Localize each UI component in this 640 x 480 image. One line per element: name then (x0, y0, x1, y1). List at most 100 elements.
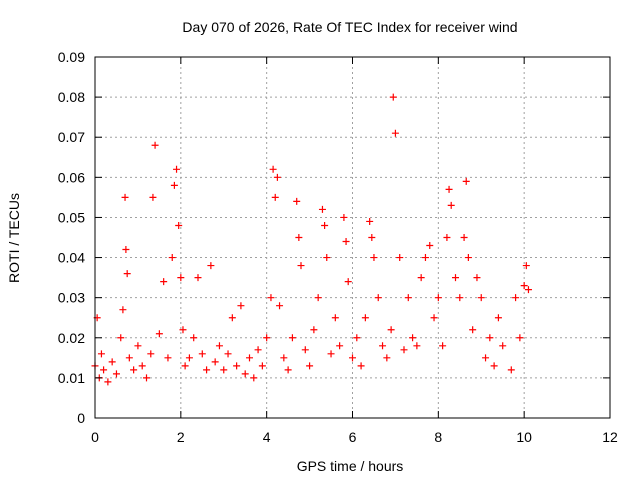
data-point (344, 278, 352, 286)
data-point (207, 262, 215, 270)
data-point (464, 254, 472, 262)
data-point (310, 326, 318, 334)
data-point (413, 342, 421, 350)
data-point (125, 354, 133, 362)
y-axis-title: ROTI / TECUs (6, 193, 22, 283)
data-point (404, 294, 412, 302)
x-tick-label: 4 (263, 429, 271, 445)
data-point (445, 185, 453, 193)
data-point (366, 217, 374, 225)
y-tick-label: 0 (77, 410, 85, 426)
data-point (271, 193, 279, 201)
data-point (100, 366, 108, 374)
data-point (379, 342, 387, 350)
data-point (284, 366, 292, 374)
data-point (321, 221, 329, 229)
data-point (273, 173, 281, 181)
data-point (462, 177, 470, 185)
data-point (318, 205, 326, 213)
data-point (104, 378, 112, 386)
data-point (426, 242, 434, 250)
data-point (179, 326, 187, 334)
data-point (520, 282, 528, 290)
data-point (263, 334, 271, 342)
y-tick-label: 0.03 (58, 290, 85, 306)
data-point (327, 350, 335, 358)
data-point (224, 350, 232, 358)
data-point (522, 262, 530, 270)
data-point (524, 286, 532, 294)
y-tick-label: 0.09 (58, 49, 85, 65)
data-point (349, 354, 356, 362)
data-point (175, 221, 183, 229)
data-point (168, 254, 176, 262)
data-point (173, 165, 181, 173)
data-point (391, 129, 399, 137)
data-point (340, 213, 348, 221)
data-point (469, 326, 477, 334)
data-point (314, 294, 322, 302)
y-tick-label: 0.06 (58, 169, 85, 185)
data-point (194, 274, 202, 282)
y-tick-label: 0.08 (58, 89, 85, 105)
data-point (203, 366, 211, 374)
data-point (331, 314, 339, 322)
data-point (123, 270, 131, 278)
data-point (477, 294, 485, 302)
data-point (447, 201, 455, 209)
data-point (280, 354, 288, 362)
data-point (353, 334, 361, 342)
data-point (276, 302, 284, 310)
data-point (473, 274, 481, 282)
data-point (269, 165, 277, 173)
data-point (342, 238, 350, 246)
data-point (143, 374, 150, 382)
data-point (421, 254, 429, 262)
y-tick-label: 0.05 (58, 209, 85, 225)
data-point (246, 354, 253, 362)
data-point (336, 342, 344, 350)
data-point (387, 326, 395, 334)
data-point (122, 246, 130, 254)
data-point (138, 362, 146, 370)
plot-frame (94, 56, 611, 419)
data-point (323, 254, 331, 262)
y-tick-label: 0.02 (58, 330, 85, 346)
data-point (389, 93, 397, 101)
data-point (486, 334, 494, 342)
data-point (258, 362, 266, 370)
x-axis-title: GPS time / hours (297, 458, 404, 474)
data-point (170, 181, 178, 189)
data-point (452, 274, 459, 282)
data-point (443, 234, 451, 241)
data-point (97, 350, 105, 358)
data-point (130, 366, 138, 374)
data-point (490, 362, 498, 370)
data-point (241, 370, 249, 378)
data-point (250, 374, 258, 382)
data-point (494, 314, 502, 322)
data-point (456, 294, 464, 302)
data-point (155, 330, 163, 338)
data-point (215, 342, 223, 350)
data-point (361, 314, 369, 322)
data-point (288, 334, 296, 342)
data-point (507, 366, 515, 374)
data-point (396, 254, 404, 262)
data-point (439, 342, 447, 350)
data-point (211, 358, 219, 366)
data-point (233, 362, 241, 370)
data-point (267, 294, 275, 302)
data-point (121, 193, 129, 201)
data-point (177, 274, 185, 282)
data-point (117, 334, 125, 342)
data-point (254, 346, 262, 354)
data-point (383, 354, 391, 362)
data-point (164, 354, 172, 362)
data-point (160, 278, 168, 286)
data-point (368, 234, 376, 241)
data-point (151, 141, 159, 149)
data-point (149, 193, 157, 201)
data-point (147, 350, 155, 358)
